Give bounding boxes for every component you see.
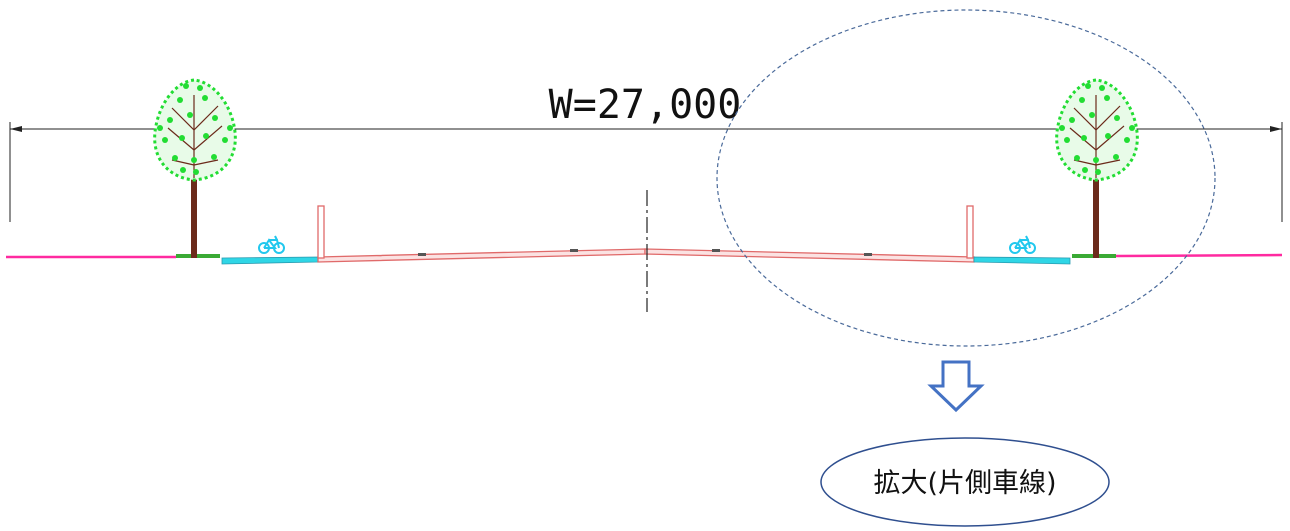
right-sidewalk: [1115, 253, 1283, 258]
right-roadway: [644, 248, 975, 263]
bicycle-icon: [1009, 235, 1036, 254]
tree-trunk: [1093, 150, 1099, 258]
roadway-marker: [864, 253, 872, 256]
dimension-arrow-right: [1270, 126, 1282, 132]
tree-leaves: [1059, 83, 1135, 175]
right-pole: [966, 205, 974, 259]
callout-label: 拡大(片側車線): [873, 468, 1056, 499]
right-bike-lane: [973, 256, 1071, 265]
left-tree: [153, 78, 237, 258]
left-roadway: [317, 248, 646, 263]
road-surface: [6, 248, 1283, 265]
tree-trunk: [191, 150, 197, 258]
roadway-marker: [418, 253, 426, 256]
left-bike-lane: [221, 256, 319, 265]
zoom-highlight-ellipse: [716, 9, 1216, 347]
callout-bubble: 拡大(片側車線): [820, 437, 1110, 527]
arrow-down-icon: [927, 360, 985, 413]
right-tree: [1055, 78, 1139, 258]
left-pole: [317, 205, 325, 259]
roadway-marker: [570, 249, 578, 252]
bicycle-icon: [258, 235, 285, 254]
dimension-arrow-left: [10, 126, 22, 132]
dimension-label: W=27,000: [549, 82, 742, 128]
tree-leaves: [157, 83, 233, 175]
callout-ellipse: [820, 437, 1110, 527]
roadway-marker: [712, 249, 720, 252]
tree-branches: [1069, 95, 1125, 178]
